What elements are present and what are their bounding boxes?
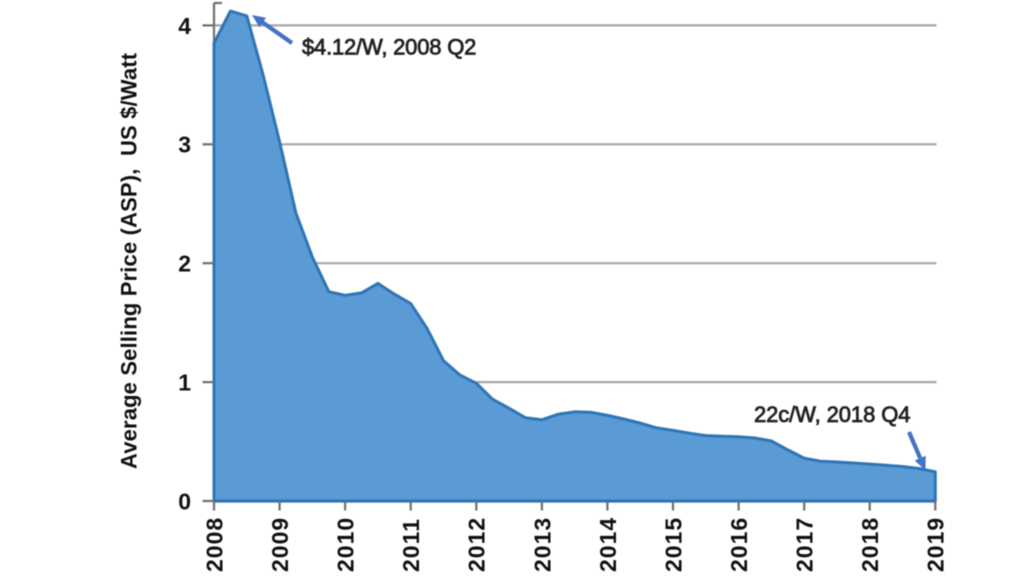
svg-text:2018: 2018 xyxy=(857,517,883,572)
svg-text:2015: 2015 xyxy=(660,517,686,572)
svg-text:1: 1 xyxy=(178,370,191,396)
svg-text:3: 3 xyxy=(178,132,191,158)
svg-text:2008: 2008 xyxy=(201,517,227,572)
svg-text:2010: 2010 xyxy=(333,517,359,572)
svg-text:2013: 2013 xyxy=(529,517,555,572)
svg-text:22c/W, 2018 Q4: 22c/W, 2018 Q4 xyxy=(754,402,910,427)
svg-text:0: 0 xyxy=(178,488,191,514)
svg-text:2009: 2009 xyxy=(267,517,293,572)
svg-text:2014: 2014 xyxy=(595,517,621,572)
svg-text:$4.12/W, 2008 Q2: $4.12/W, 2008 Q2 xyxy=(302,35,476,60)
svg-text:2012: 2012 xyxy=(464,517,490,572)
svg-text:2017: 2017 xyxy=(792,517,818,572)
svg-text:2016: 2016 xyxy=(726,517,752,572)
svg-text:Average Selling Price (ASP),: Average Selling Price (ASP), US $/Watt xyxy=(117,52,142,469)
svg-text:2: 2 xyxy=(178,251,191,277)
svg-text:2019: 2019 xyxy=(923,517,949,572)
svg-text:4: 4 xyxy=(178,13,191,39)
svg-text:2011: 2011 xyxy=(398,518,424,572)
